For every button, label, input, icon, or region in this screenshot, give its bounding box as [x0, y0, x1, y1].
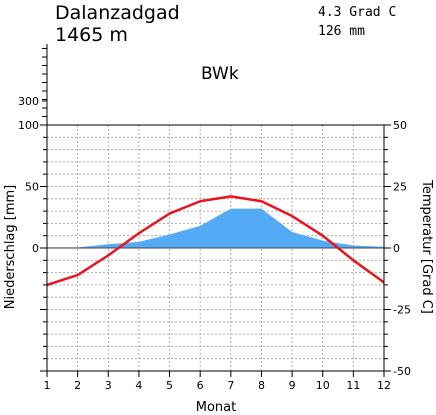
annual-precipitation: 126 mm — [318, 24, 365, 39]
x-tick-label: 5 — [166, 379, 173, 392]
x-tick-label: 1 — [44, 379, 51, 392]
precip-tick-label: 100 — [18, 119, 39, 132]
climate-class: BWk — [201, 64, 239, 84]
x-tick-label: 3 — [105, 379, 112, 392]
x-tick-label: 10 — [316, 379, 330, 392]
y-axis-label-temperature: Temperatur [Grad C] — [419, 179, 434, 314]
x-tick-label: 11 — [346, 379, 360, 392]
x-tick-label: 8 — [258, 379, 265, 392]
y-axis-label-precipitation: Niederschlag [mm] — [3, 185, 18, 310]
precip-tick-label: 50 — [25, 181, 39, 194]
x-tick-label: 4 — [135, 379, 142, 392]
precip-tick-label: 0 — [32, 242, 39, 255]
upper-axis-ticks — [42, 48, 47, 126]
temperature-line — [46, 195, 385, 287]
x-tick-label: 12 — [377, 379, 391, 392]
temp-tick-label: -50 — [393, 365, 411, 378]
precip-tick-label: 300 — [18, 95, 39, 108]
x-tick-label: 2 — [74, 379, 81, 392]
station-name: Dalanzadgad — [55, 2, 180, 24]
x-tick-label: 7 — [227, 379, 234, 392]
x-tick-label: 6 — [197, 379, 204, 392]
x-tick-label: 9 — [289, 379, 296, 392]
x-axis-label: Monat — [196, 400, 236, 415]
temp-tick-label: 0 — [393, 242, 400, 255]
precipitation-area — [47, 208, 384, 248]
annual-temperature: 4.3 Grad C — [318, 5, 396, 20]
temp-tick-label: 25 — [393, 181, 407, 194]
temp-tick-label: 50 — [393, 119, 407, 132]
temp-tick-label: -25 — [393, 304, 411, 317]
station-elevation: 1465 m — [55, 24, 128, 46]
